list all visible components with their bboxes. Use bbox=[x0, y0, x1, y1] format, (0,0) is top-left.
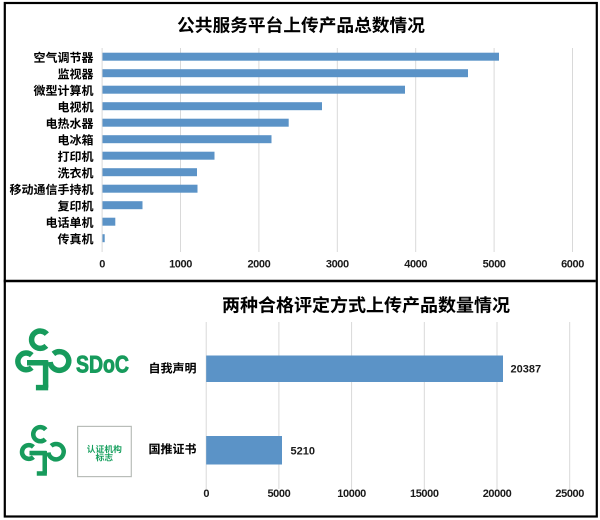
svg-text:5000: 5000 bbox=[267, 488, 290, 500]
svg-text:20000: 20000 bbox=[483, 488, 512, 500]
svg-text:15000: 15000 bbox=[410, 488, 439, 500]
svg-text:0: 0 bbox=[203, 488, 209, 500]
svg-text:25000: 25000 bbox=[555, 488, 584, 500]
svg-text:SDoC: SDoC bbox=[76, 352, 129, 379]
svg-text:3000: 3000 bbox=[326, 259, 349, 271]
svg-text:5210: 5210 bbox=[291, 446, 315, 458]
svg-text:0: 0 bbox=[99, 259, 105, 271]
svg-text:20387: 20387 bbox=[511, 364, 542, 376]
svg-text:6000: 6000 bbox=[561, 259, 584, 271]
svg-text:10000: 10000 bbox=[337, 488, 366, 500]
svg-text:4000: 4000 bbox=[404, 259, 427, 271]
svg-text:5000: 5000 bbox=[483, 259, 506, 271]
svg-text:2000: 2000 bbox=[247, 259, 270, 271]
svg-text:1000: 1000 bbox=[169, 259, 192, 271]
